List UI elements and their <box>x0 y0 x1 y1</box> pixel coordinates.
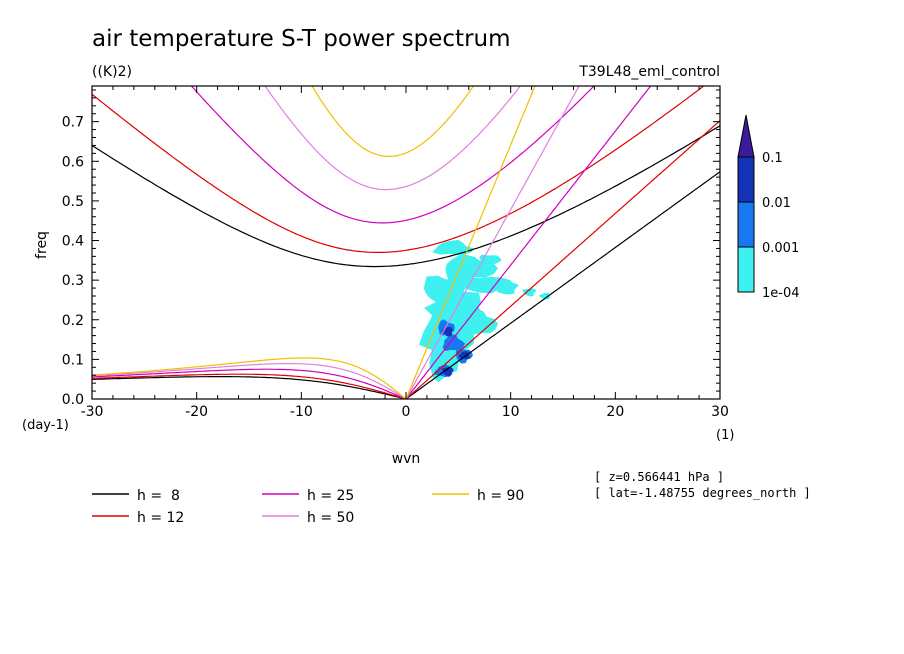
y-tick-label: 0.4 <box>62 234 84 250</box>
legend-label: h = 50 <box>307 510 354 526</box>
colorbar-label: 0.001 <box>762 241 799 256</box>
colorbar-label: 0.01 <box>762 196 791 211</box>
colorbar-band <box>737 246 755 293</box>
y-axis-label: freq <box>34 231 50 259</box>
y-tick-label: 0.7 <box>62 115 84 131</box>
curve-legend: h = 8 h = 12 h = 25 h = 50 h = 90 <box>92 488 524 526</box>
kelvin-curve <box>405 171 720 399</box>
legend-label: h = 25 <box>307 488 354 504</box>
rossby-curve <box>92 376 407 399</box>
annotation-level: [ z=0.566441 hPa ] <box>594 470 724 484</box>
kelvin-curve <box>405 86 652 399</box>
legend-label: h = 8 <box>137 488 180 504</box>
rossby-curve <box>92 363 407 399</box>
y-tick-label: 0.2 <box>62 313 84 329</box>
x-tick-label: 30 <box>711 404 729 420</box>
kelvin-curve <box>405 120 720 399</box>
inertia-gravity-curve <box>311 86 475 157</box>
x-tick-label: 0 <box>402 404 411 420</box>
experiment-label: T39L48_eml_control <box>578 64 720 80</box>
spectrum-patch <box>423 275 466 303</box>
rossby-curve <box>92 357 407 399</box>
kelvin-curve <box>405 86 536 399</box>
colorbar-arrow <box>737 114 755 158</box>
x-tick-label: -20 <box>185 404 208 420</box>
spectrum-patch <box>442 334 465 352</box>
spectrum-patch <box>522 288 537 297</box>
colorbar-label: 1e-04 <box>762 286 800 301</box>
y-tick-label: 0.6 <box>62 154 84 170</box>
x-tick-label: -10 <box>290 404 313 420</box>
inertia-gravity-curve <box>92 125 720 268</box>
y-tick-label: 0.1 <box>62 352 84 368</box>
spectrum-patch <box>445 253 498 280</box>
plot-frame <box>91 85 721 400</box>
spectrum-patch <box>463 309 499 336</box>
x-unit-label: (1) <box>716 428 734 443</box>
chart-title: air temperature S-T power spectrum <box>92 26 511 52</box>
spectrum-patch <box>432 239 474 255</box>
legend-label: h = 12 <box>137 510 184 526</box>
units-label: ((K)2) <box>92 64 132 80</box>
rossby-curve <box>92 373 407 399</box>
x-tick-label: -30 <box>81 404 104 420</box>
spectrum-patch <box>491 282 519 295</box>
colorbar-band <box>737 201 755 248</box>
spectrum-patch <box>458 351 471 360</box>
legend-label: h = 90 <box>477 488 524 504</box>
y-tick-label: 0.0 <box>62 392 84 408</box>
y-tick-label: 0.3 <box>62 273 84 289</box>
kelvin-curve <box>405 86 580 399</box>
colorbar-label: 0.1 <box>762 151 783 166</box>
x-axis-label: wvn <box>392 451 421 467</box>
spectrum-contours <box>419 239 550 383</box>
plot-area: -30 -20 -10 0 10 20 30 0.0 0.1 0.2 0.3 0.4 0.5 0.6 0.7 <box>62 85 729 420</box>
colorbar-band <box>737 156 755 203</box>
colorbar: 0.1 0.01 0.001 1e-04 <box>737 114 800 301</box>
inertia-gravity-curve <box>92 86 705 253</box>
y-unit-label: (day-1) <box>22 418 69 433</box>
inertia-gravity-curve <box>264 86 522 191</box>
x-tick-label: 20 <box>606 404 624 420</box>
spectrum-patch <box>441 366 454 377</box>
annotation-lat: [ lat=-1.48755 degrees_north ] <box>594 486 811 500</box>
x-tick-label: 10 <box>502 404 520 420</box>
y-tick-label: 0.5 <box>62 194 84 210</box>
rossby-curve <box>92 368 407 399</box>
axis-ticks: -30 -20 -10 0 10 20 30 0.0 0.1 0.2 0.3 0.4 0.5 0.6 0.7 <box>62 86 729 420</box>
dispersion-curves <box>92 86 720 399</box>
